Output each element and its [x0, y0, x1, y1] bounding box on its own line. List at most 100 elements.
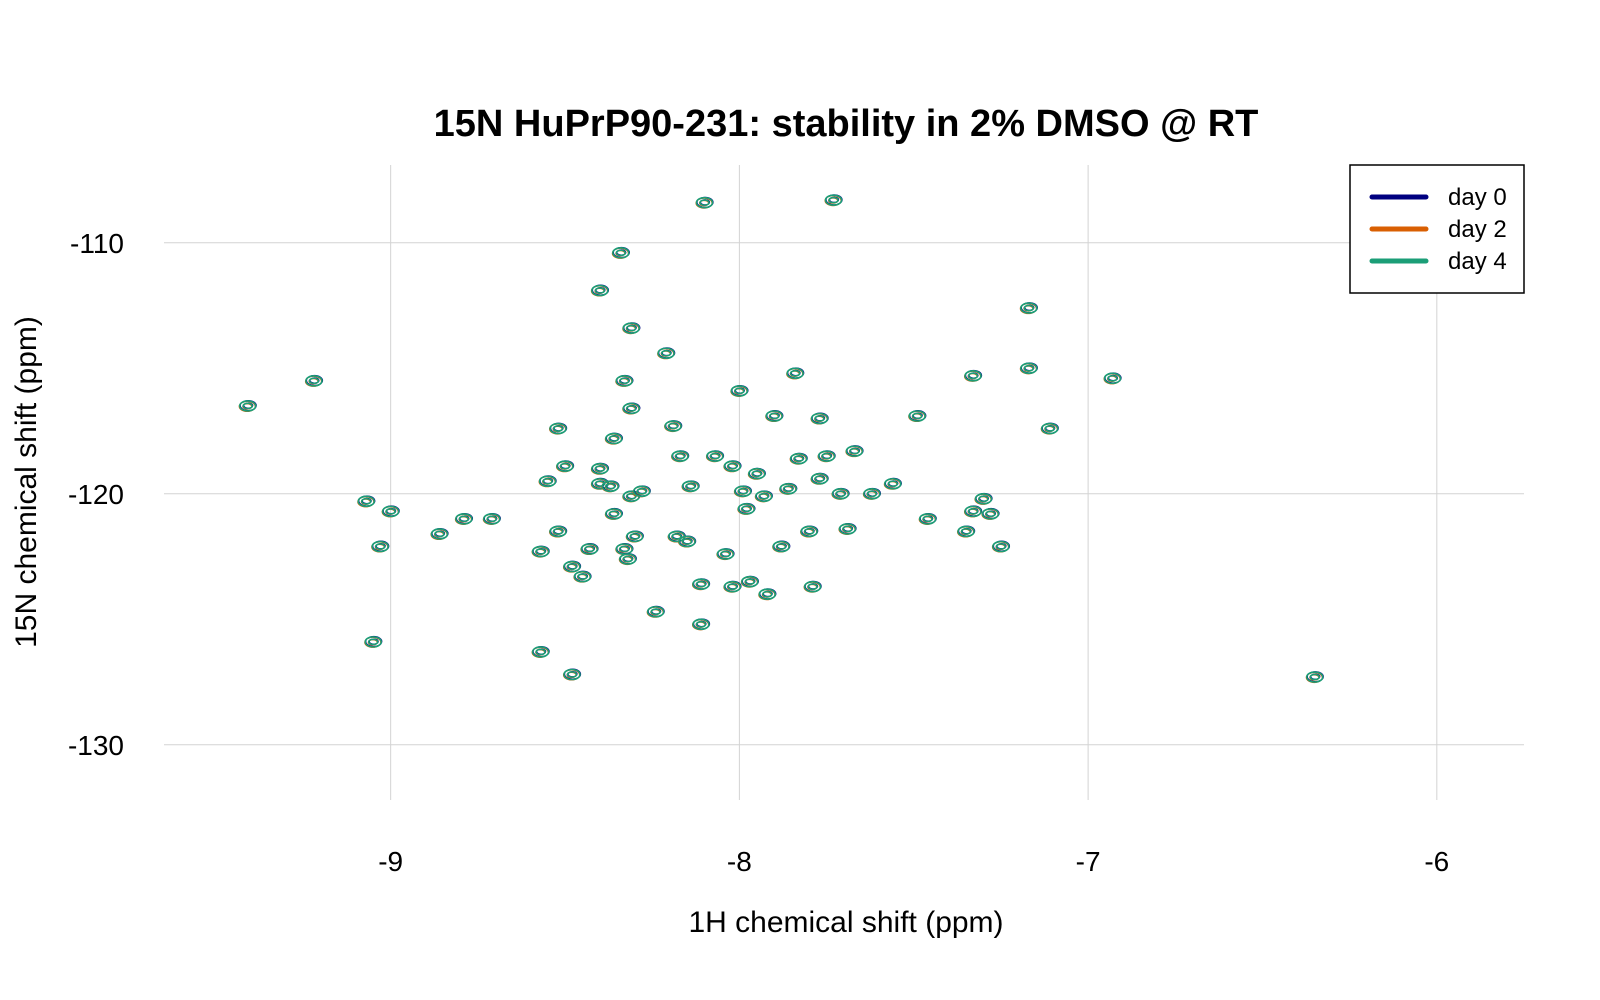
peak-contour-inner: [727, 583, 738, 591]
peak-contour-outer: [622, 402, 641, 415]
peak-contour-inner: [775, 543, 787, 550]
peak-contour-outer: [992, 540, 1010, 553]
peak-contour-inner: [967, 507, 979, 515]
peak-contour-outer: [786, 367, 804, 380]
peak-contour-inner: [535, 648, 546, 656]
peak-contour-inner: [625, 405, 637, 412]
peak-contour-inner: [625, 492, 637, 500]
peak: [364, 635, 383, 648]
peak: [754, 490, 773, 503]
peak: [862, 487, 882, 500]
peak-contour-outer: [748, 467, 766, 480]
peak: [824, 194, 843, 207]
chart-title: 15N HuPrP90-231: stability in 2% DMSO @ …: [434, 103, 1259, 145]
peak-contour-inner: [960, 528, 972, 535]
peak-contour-outer: [681, 480, 700, 493]
peak-contour-inner: [807, 583, 818, 591]
peak-contour-outer: [695, 196, 714, 209]
peak-contour-inner: [1309, 673, 1321, 681]
peak-contour-outer: [664, 420, 682, 432]
peak: [531, 645, 550, 658]
peak-contour-inner: [685, 482, 696, 490]
peak-contour-inner: [814, 415, 825, 422]
peak-contour-inner: [367, 638, 379, 646]
peak-contour-inner: [978, 495, 989, 503]
peak: [1103, 372, 1122, 385]
peak: [604, 507, 623, 520]
peak-contour-outer: [622, 322, 641, 334]
peak-contour-inner: [842, 525, 853, 533]
peak-contour-outer: [531, 545, 550, 558]
peak: [601, 480, 620, 493]
peak-contour-inner: [608, 510, 620, 518]
peak-contour-outer: [692, 618, 710, 631]
peak-contour-outer: [838, 523, 857, 535]
peak: [817, 450, 836, 463]
peak: [991, 540, 1011, 553]
peak-contour-inner: [671, 533, 682, 540]
peak: [238, 399, 257, 412]
peak: [737, 502, 756, 515]
peak-contour-outer: [580, 543, 599, 555]
peak-contour-inner: [821, 452, 832, 460]
peak-contour-outer: [605, 508, 623, 520]
peak-contour-inner: [594, 465, 606, 473]
peak-contour-inner: [566, 563, 578, 570]
peak-contour-outer: [305, 375, 323, 387]
peak: [590, 462, 610, 475]
peak-contour-inner: [1044, 425, 1056, 432]
peak-contour-outer: [591, 284, 609, 297]
peak-contour-inner: [605, 482, 616, 490]
peak-contour-outer: [1103, 372, 1122, 385]
peak-contour-inner: [1023, 304, 1035, 312]
peak: [1040, 422, 1059, 435]
peak-layer: [238, 194, 1324, 684]
x-tick-label: -7: [1076, 846, 1101, 877]
peak-contour-outer: [884, 477, 902, 490]
peak-contour-inner: [1023, 364, 1035, 372]
peak: [779, 482, 798, 495]
peak-contour-inner: [744, 578, 756, 586]
peak: [963, 505, 983, 518]
peak-contour-outer: [671, 450, 689, 462]
peak-contour-outer: [549, 525, 567, 538]
peak-contour-outer: [1020, 362, 1038, 375]
peak: [691, 578, 711, 591]
y-tick-label: -130: [68, 730, 124, 761]
peak-contour-inner: [458, 515, 470, 523]
peak: [671, 450, 690, 463]
peak-contour-outer: [754, 490, 773, 503]
peak-contour-outer: [1040, 422, 1059, 435]
peak-contour-inner: [374, 543, 386, 550]
peak-contour-outer: [657, 347, 675, 360]
peak-contour-inner: [985, 510, 996, 518]
peak: [371, 540, 390, 553]
peak-contour-outer: [1020, 302, 1038, 314]
peak: [549, 525, 568, 538]
legend-label: day 4: [1448, 248, 1507, 275]
peak-contour-inner: [758, 492, 770, 500]
peak-contour-outer: [430, 528, 449, 540]
peak-contour-outer: [758, 588, 777, 600]
peak-contour-outer: [615, 375, 634, 387]
peak-contour-inner: [1107, 374, 1118, 382]
peak-contour-outer: [810, 412, 829, 425]
peak: [772, 540, 791, 553]
peak: [810, 412, 829, 425]
peak: [963, 369, 983, 382]
peak: [681, 480, 700, 493]
peak-contour-outer: [605, 432, 623, 445]
peak: [622, 402, 641, 415]
peak-contour-outer: [531, 646, 550, 658]
peak-contour-outer: [706, 450, 724, 462]
peak-contour-inner: [608, 435, 620, 442]
peak-contour-inner: [727, 462, 738, 470]
peak-contour-inner: [911, 412, 923, 420]
peak-contour-inner: [584, 545, 595, 553]
x-tick-label: -6: [1424, 846, 1449, 877]
peak: [304, 374, 324, 387]
peak: [381, 505, 400, 518]
peak-contour-outer: [803, 580, 822, 593]
peak-contour-outer: [646, 605, 665, 618]
